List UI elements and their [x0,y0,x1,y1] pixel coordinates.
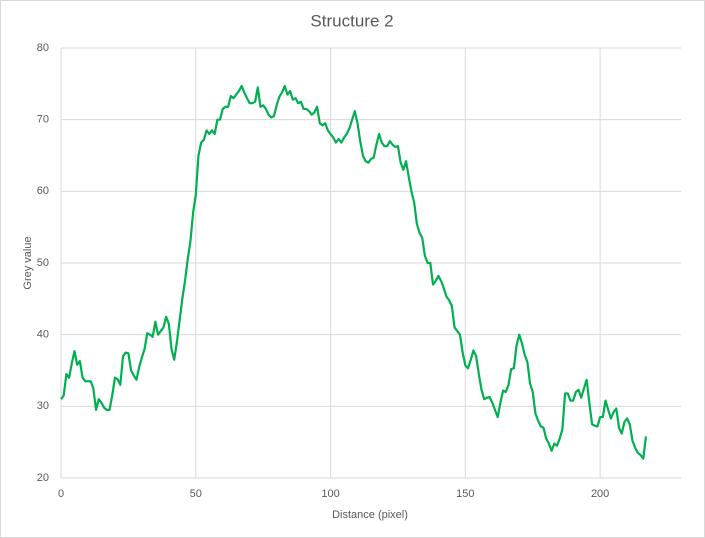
y-tick-label: 40 [37,329,49,341]
y-tick-label: 50 [37,257,49,269]
y-axis-label: Grey value [22,236,34,289]
y-tick-label: 30 [37,400,49,412]
y-tick-label: 20 [37,472,49,484]
y-tick-label: 80 [37,42,49,54]
y-tick-label: 70 [37,114,49,126]
chart-title: Structure 2 [310,11,393,30]
x-tick-label: 0 [58,488,64,500]
data-line [60,84,648,460]
y-tick-label: 60 [37,185,49,197]
x-tick-label: 200 [591,488,609,500]
x-tick-label: 150 [456,488,474,500]
x-axis-label: Distance (pixel) [332,509,408,521]
x-tick-label: 100 [321,488,339,500]
x-tick-label: 50 [190,488,202,500]
